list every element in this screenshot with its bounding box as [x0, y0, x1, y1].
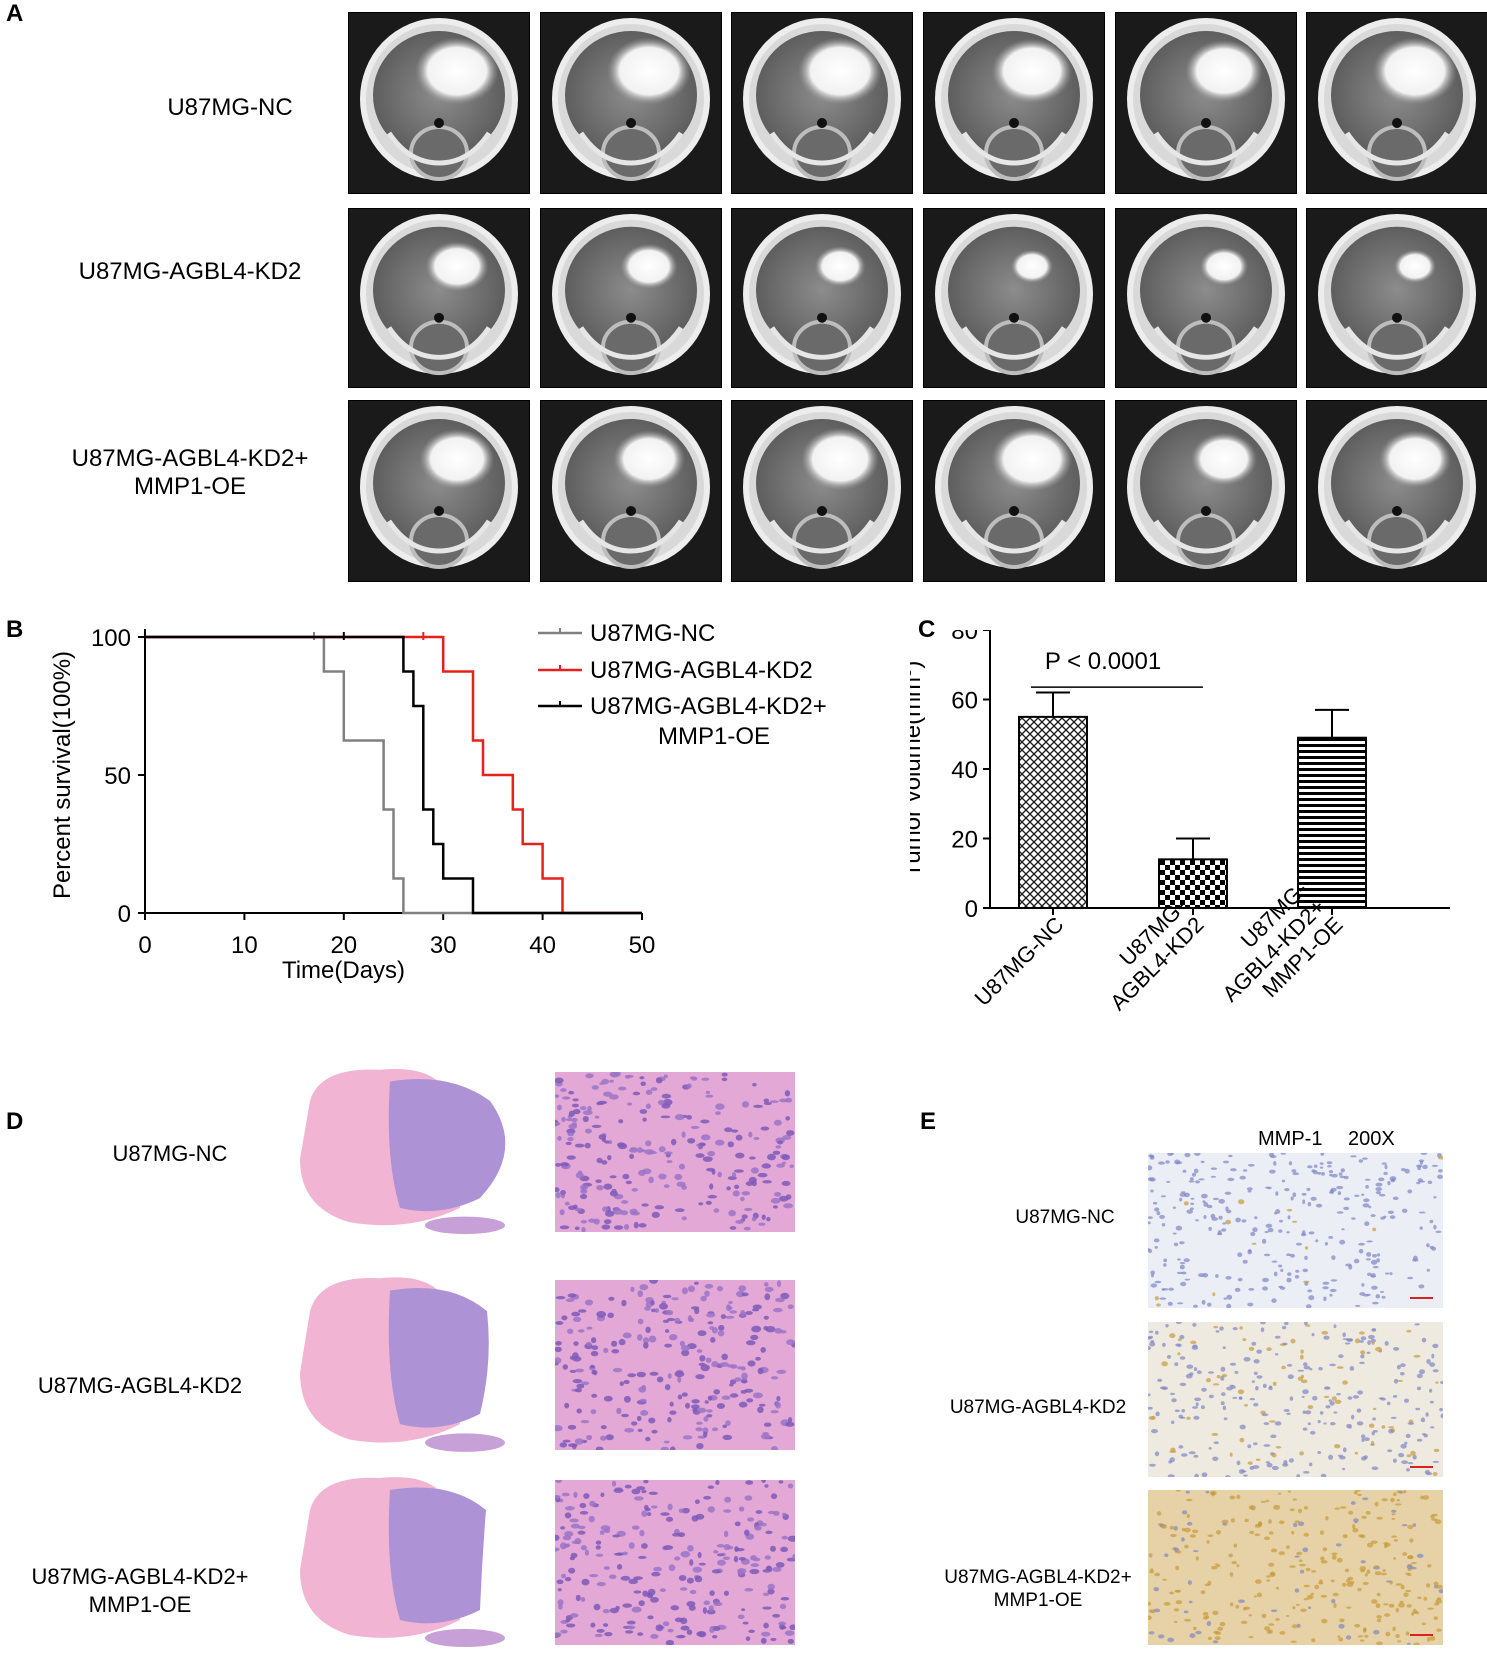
x-tick-label: 40	[529, 932, 556, 959]
ihc-magnification-label: 200X	[1348, 1128, 1395, 1150]
panel-e-row2-label: U87MG-AGBL4-KD2	[918, 1396, 1158, 1419]
mri-image	[540, 12, 722, 194]
y-tick-label: 60	[951, 688, 978, 715]
y-tick-label: 80	[951, 630, 978, 645]
panel-e-row3-label: U87MG-AGBL4-KD2+ MMP1-OE	[918, 1566, 1158, 1612]
he-whole-section	[290, 1062, 540, 1237]
ihc-stain-label: MMP-1	[1258, 1128, 1323, 1150]
mri-image	[731, 400, 913, 582]
mri-image	[1306, 12, 1487, 194]
x-tick-label: U87MG-NC	[970, 912, 1069, 1011]
mri-image	[923, 12, 1105, 194]
panel-b-letter: B	[6, 616, 24, 643]
mri-image	[923, 400, 1105, 582]
mri-image	[1115, 12, 1297, 194]
mri-image	[348, 12, 530, 194]
mri-image	[1306, 400, 1487, 582]
y-tick-label: 40	[951, 757, 978, 784]
panel-e-row1-label: U87MG-NC	[975, 1206, 1155, 1229]
y-tick-label: 0	[965, 896, 978, 923]
mri-image	[1115, 208, 1297, 388]
legend-label: U87MG-AGBL4-KD2+	[590, 693, 827, 720]
label-line: U87MG-NC	[167, 94, 293, 121]
y-tick-label: 20	[951, 827, 978, 854]
y-axis-label: Percent survival(100%)	[49, 651, 76, 899]
mri-image	[348, 208, 530, 388]
p-value-label: P < 0.0001	[1045, 648, 1161, 675]
survival-curve	[145, 635, 642, 915]
panel-a-row3-label: U87MG-AGBL4-KD2+ MMP1-OE	[40, 445, 340, 501]
panel-c-letter: C	[918, 616, 936, 643]
label-line: U87MG-AGBL4-KD2+	[944, 1567, 1132, 1588]
tumor-volume-chart: 0 20 40 60 80 Tumor volume(mm3) U87MG-NC U87MG-…	[910, 630, 1450, 1015]
panel-d-letter: D	[6, 1108, 24, 1135]
x-tick-label: 20	[330, 932, 357, 959]
survival-chart: 0 10 20 30 40 50 0 50 100 Time(Days) Percent survi…	[49, 620, 827, 984]
label-line: MMP1-OE	[993, 1590, 1083, 1611]
label-line: U87MG-AGBL4-KD2	[949, 1397, 1127, 1418]
y-axis-label: Tumor volume(mm3)	[910, 661, 926, 878]
mri-image	[540, 208, 722, 388]
mri-image	[348, 400, 530, 582]
panel-a-row2-label: U87MG-AGBL4-KD2	[40, 258, 340, 286]
y-tick-label: 0	[118, 901, 131, 928]
x-tick-label: 30	[430, 932, 457, 959]
label-line: MMP1-OE	[88, 1592, 192, 1617]
he-zoom-image	[555, 1072, 795, 1232]
bar	[1297, 736, 1367, 909]
label-line: MMP1-OE	[133, 473, 246, 500]
panel-a-letter: A	[6, 0, 24, 27]
he-whole-section	[290, 1470, 540, 1650]
panel-d-row3-label: U87MG-AGBL4-KD2+ MMP1-OE	[10, 1563, 270, 1619]
legend-label: U87MG-AGBL4-KD2	[590, 657, 813, 684]
panel-d-row1-label: U87MG-NC	[60, 1140, 280, 1168]
mri-image	[731, 208, 913, 388]
he-whole-section	[290, 1270, 540, 1455]
legend-label: U87MG-NC	[590, 620, 715, 647]
mri-image	[1115, 400, 1297, 582]
x-axis-label: Time(Days)	[282, 957, 405, 984]
y-tick-label: 100	[91, 625, 131, 652]
x-tick-label: 50	[629, 932, 656, 959]
label-line: U87MG-AGBL4-KD2+	[71, 445, 309, 472]
mri-image	[923, 208, 1105, 388]
mri-image	[731, 12, 913, 194]
x-tick-label: 0	[138, 932, 151, 959]
he-zoom-image	[555, 1280, 795, 1450]
he-zoom-image	[555, 1480, 795, 1645]
x-tick-label: 10	[231, 932, 258, 959]
ihc-image	[1148, 1490, 1443, 1645]
survival-curve	[145, 635, 642, 915]
ihc-image	[1148, 1322, 1443, 1477]
bar	[1158, 858, 1228, 910]
y-tick-label: 50	[104, 763, 131, 790]
panel-e-letter: E	[920, 1108, 937, 1135]
bar	[1018, 715, 1088, 909]
mri-image	[540, 400, 722, 582]
panel-d-row2-label: U87MG-AGBL4-KD2	[10, 1372, 270, 1400]
legend-label: MMP1-OE	[658, 723, 770, 750]
x-tick-label-line: U87MG-NC	[970, 912, 1069, 1011]
panel-a-row1-label: U87MG-NC	[140, 94, 320, 122]
label-line: U87MG-NC	[112, 1141, 228, 1166]
label-line: U87MG-NC	[1015, 1207, 1115, 1228]
ihc-image	[1148, 1153, 1443, 1308]
label-line: U87MG-AGBL4-KD2+	[31, 1564, 249, 1589]
mri-image	[1306, 208, 1487, 388]
label-line: U87MG-AGBL4-KD2	[37, 1373, 243, 1398]
survival-curve	[145, 635, 642, 915]
label-line: U87MG-AGBL4-KD2	[78, 258, 302, 285]
x-tick-label: U87MG-AGBL4-KD2	[1105, 894, 1208, 1015]
